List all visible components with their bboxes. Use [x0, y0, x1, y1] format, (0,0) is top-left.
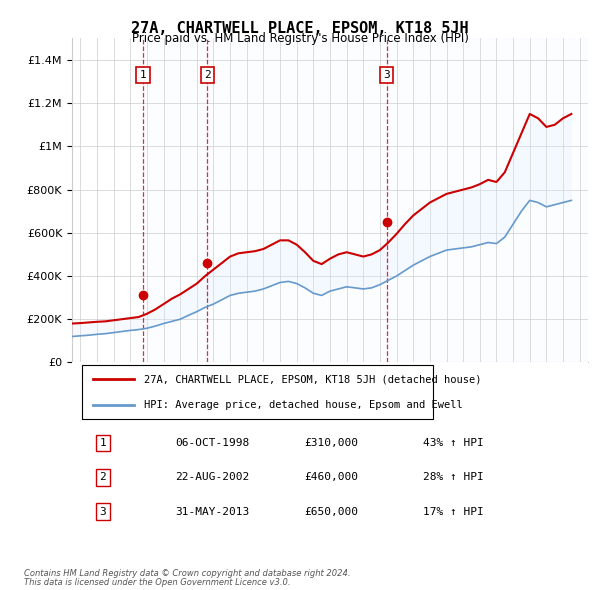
Text: 3: 3 [383, 70, 390, 80]
FancyBboxPatch shape [82, 365, 433, 419]
Text: £310,000: £310,000 [304, 438, 358, 448]
Text: Price paid vs. HM Land Registry's House Price Index (HPI): Price paid vs. HM Land Registry's House … [131, 32, 469, 45]
Bar [387, 38, 588, 362]
Text: 43% ↑ HPI: 43% ↑ HPI [423, 438, 484, 448]
Text: 3: 3 [100, 507, 106, 517]
Text: 1: 1 [140, 70, 146, 80]
Text: This data is licensed under the Open Government Licence v3.0.: This data is licensed under the Open Gov… [24, 578, 290, 587]
Text: 2: 2 [204, 70, 211, 80]
Text: HPI: Average price, detached house, Epsom and Ewell: HPI: Average price, detached house, Epso… [144, 401, 463, 411]
Text: 27A, CHARTWELL PLACE, EPSOM, KT18 5JH (detached house): 27A, CHARTWELL PLACE, EPSOM, KT18 5JH (d… [144, 374, 482, 384]
Text: 27A, CHARTWELL PLACE, EPSOM, KT18 5JH: 27A, CHARTWELL PLACE, EPSOM, KT18 5JH [131, 21, 469, 35]
Text: £650,000: £650,000 [304, 507, 358, 517]
Text: 17% ↑ HPI: 17% ↑ HPI [423, 507, 484, 517]
Bar [143, 38, 208, 362]
Text: 2: 2 [100, 472, 106, 482]
Text: 06-OCT-1998: 06-OCT-1998 [175, 438, 250, 448]
Text: £460,000: £460,000 [304, 472, 358, 482]
Text: Contains HM Land Registry data © Crown copyright and database right 2024.: Contains HM Land Registry data © Crown c… [24, 569, 350, 578]
Text: 1: 1 [100, 438, 106, 448]
Bar [208, 38, 387, 362]
Text: 28% ↑ HPI: 28% ↑ HPI [423, 472, 484, 482]
Text: 31-MAY-2013: 31-MAY-2013 [175, 507, 250, 517]
Text: 22-AUG-2002: 22-AUG-2002 [175, 472, 250, 482]
